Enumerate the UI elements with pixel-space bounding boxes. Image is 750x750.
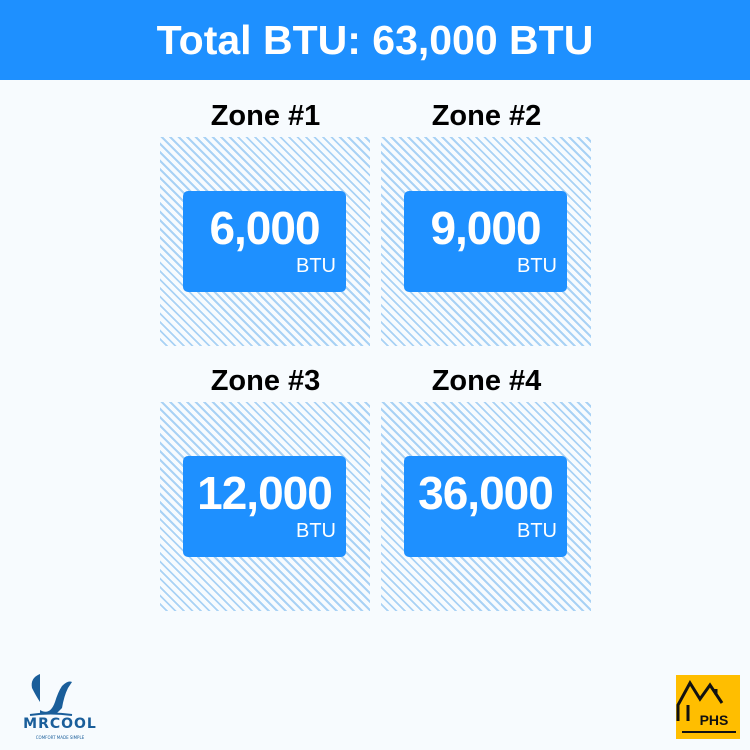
zone-1-box: 6,000 BTU: [160, 137, 370, 346]
header-title: Total BTU: 63,000 BTU: [156, 16, 594, 63]
zone-2-unit: BTU: [517, 255, 557, 277]
zone-4-value: 36,000: [418, 467, 554, 519]
zone-4-card: 36,000 BTU: [404, 456, 567, 557]
zone-2-value: 9,000: [430, 202, 541, 254]
zone-1-value: 6,000: [209, 202, 320, 254]
house-icon: [676, 680, 724, 721]
zone-2-title: Zone #2: [431, 100, 542, 132]
mrcool-tagline: COMFORT MADE SIMPLE: [36, 735, 85, 740]
zone-3-unit: BTU: [296, 520, 336, 542]
zone-3-card: 12,000 BTU: [183, 456, 346, 557]
zone-2-box: 9,000 BTU: [381, 137, 591, 346]
zone-3-box: 12,000 BTU: [160, 402, 370, 611]
mrcool-logo: MRCOOL COMFORT MADE SIMPLE: [23, 674, 97, 740]
zone-1-title: Zone #1: [210, 100, 321, 132]
zone-2-card: 9,000 BTU: [404, 191, 567, 292]
mrcool-wordmark: MRCOOL: [23, 716, 97, 732]
zone-3-title: Zone #3: [210, 365, 321, 397]
phs-logo: PHS: [676, 675, 740, 739]
zone-4-title: Zone #4: [431, 365, 542, 397]
zone-4-box: 36,000 BTU: [381, 402, 591, 611]
zone-3-value: 12,000: [197, 467, 333, 519]
phs-wordmark: PHS: [700, 712, 729, 728]
total-btu-header: Total BTU: 63,000 BTU: [0, 0, 750, 80]
zone-1-unit: BTU: [296, 255, 336, 277]
zone-1-card: 6,000 BTU: [183, 191, 346, 292]
bear-icon: [31, 674, 72, 714]
zone-4-unit: BTU: [517, 520, 557, 542]
